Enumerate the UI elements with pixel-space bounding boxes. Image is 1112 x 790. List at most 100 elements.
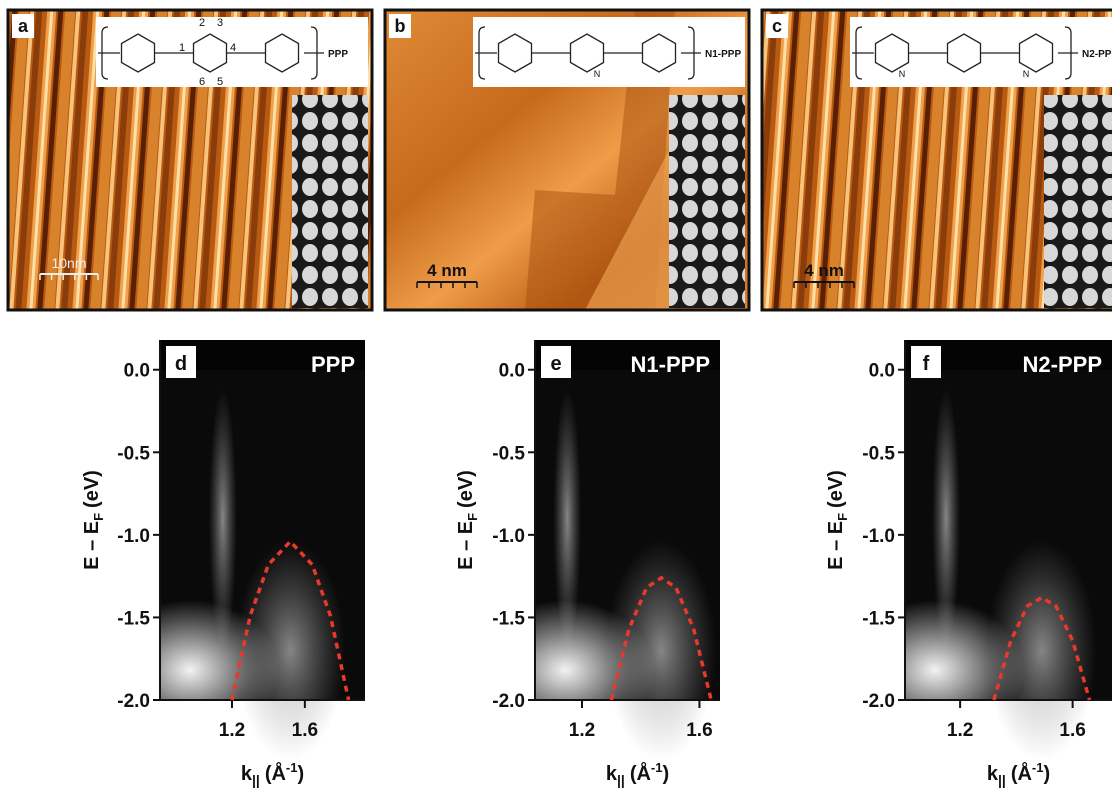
atom-number: 2	[199, 17, 205, 29]
x-label-unit: (Å	[630, 761, 651, 785]
panel-title: PPP	[311, 352, 355, 377]
ring	[120, 33, 156, 73]
x-tick-label: 1.6	[292, 720, 318, 741]
panel-label: c	[772, 16, 782, 36]
arpes-panel: 0.0 -0.5 -1.0 -1.5 -2.0 1.2 1.6 k|| (Å-1) E – EF (…	[81, 340, 365, 788]
panel-label-box	[389, 14, 411, 38]
x-axis-label: k|| (Å-1)	[241, 760, 304, 788]
ring	[874, 33, 910, 73]
intensity	[932, 388, 961, 649]
ring	[946, 33, 982, 73]
intensity	[100, 600, 280, 740]
x-label-main: k	[241, 763, 253, 785]
x-axis-label: k|| (Å-1)	[606, 760, 669, 788]
stm-inset	[292, 95, 368, 308]
y-tick-label: -2.0	[117, 691, 150, 712]
x-label-sup: -1	[651, 760, 663, 775]
panel-border	[6, 8, 374, 312]
y-tick-label: 0.0	[124, 361, 150, 382]
panel-border	[383, 8, 751, 312]
intensity	[845, 600, 1025, 740]
ring	[1018, 33, 1054, 73]
intensity	[986, 540, 1097, 761]
ring	[264, 33, 300, 73]
y-label-main: E – E	[455, 521, 477, 570]
y-tick-label: -0.5	[862, 443, 895, 464]
ring	[641, 33, 677, 73]
panel-border	[760, 8, 1112, 312]
intensity	[553, 388, 582, 649]
x-tick-label: 1.6	[686, 720, 712, 741]
stm-inset	[1044, 95, 1112, 308]
x-label-unit: (Å	[265, 761, 286, 785]
panel-title: N1-PPP	[631, 352, 710, 377]
nitrogen-atom: N	[594, 69, 601, 79]
y-label-unit: (eV)	[825, 470, 847, 508]
scale-label: 4 nm	[427, 261, 467, 280]
stm-panel: N1-PPP Nb 4 nm	[383, 8, 751, 312]
ring	[497, 33, 533, 73]
panel-label-box	[766, 14, 788, 38]
x-label-unit: (Å	[1011, 761, 1032, 785]
atom-number: 4	[230, 42, 236, 54]
x-label-sub: ||	[998, 772, 1006, 788]
intensity	[606, 540, 717, 761]
stm-panel: N2-PPP N Nc 4 nm	[760, 8, 1112, 312]
y-tick-label: -1.0	[117, 526, 150, 547]
x-label-main: k	[606, 763, 618, 785]
stm-inset	[669, 95, 745, 308]
y-axis-label: E – EF (eV)	[81, 470, 106, 570]
y-tick-label: 0.0	[869, 361, 895, 382]
y-tick-label: -1.0	[862, 526, 895, 547]
panel-label-box	[12, 14, 34, 38]
panel-label: a	[18, 16, 29, 36]
y-label-main: E – E	[81, 521, 103, 570]
panel-label: f	[923, 353, 930, 375]
panel-label-box	[541, 346, 571, 378]
x-tick-label: 1.6	[1059, 720, 1085, 741]
y-label-sub: F	[465, 513, 480, 521]
x-label-sup: -1	[286, 760, 298, 775]
x-tick-label: 1.2	[569, 720, 595, 741]
scale-label: 4 nm	[804, 261, 844, 280]
y-label-sub: F	[835, 513, 850, 521]
intensity	[235, 540, 346, 761]
y-label-sub: F	[91, 513, 106, 521]
y-label-unit: (eV)	[455, 470, 477, 508]
y-tick-label: -1.0	[492, 526, 525, 547]
y-axis-label: E – EF (eV)	[455, 470, 480, 570]
y-tick-label: -0.5	[117, 443, 150, 464]
ring	[192, 33, 228, 73]
molecule-box	[473, 17, 745, 87]
fit-curve	[230, 539, 351, 701]
atom-number: 5	[217, 76, 223, 88]
x-label-close: )	[297, 763, 304, 785]
panel-label: b	[395, 16, 406, 36]
scale-label: 10nm	[51, 255, 86, 271]
molecule-box	[96, 17, 368, 87]
nitrogen-atom: N	[899, 69, 906, 79]
x-label-close: )	[1043, 763, 1050, 785]
y-tick-label: -1.5	[117, 608, 150, 629]
fit-curve	[609, 576, 713, 701]
x-label-main: k	[987, 763, 999, 785]
y-label-main: E – E	[825, 521, 847, 570]
atom-number: 1	[179, 42, 185, 54]
panel-label-box	[166, 346, 196, 378]
molecule-name: N1-PPP	[705, 49, 741, 60]
x-tick-label: 1.2	[947, 720, 973, 741]
atom-number: 3	[217, 17, 223, 29]
panel-title: N2-PPP	[1023, 352, 1102, 377]
stm-panel: PPP 2 3 1 4 6 5 a 10nm	[6, 8, 374, 312]
y-tick-label: -1.5	[492, 608, 525, 629]
x-label-close: )	[662, 763, 669, 785]
arpes-panel: 0.0 -0.5 -1.0 -1.5 -2.0 1.2 1.6 k|| (Å-1) E – EF (…	[455, 340, 720, 788]
x-label-sup: -1	[1032, 760, 1044, 775]
y-tick-label: -0.5	[492, 443, 525, 464]
x-axis-label: k|| (Å-1)	[987, 760, 1050, 788]
panel-label: e	[550, 353, 561, 375]
panel-label-box	[911, 346, 941, 378]
y-tick-label: -1.5	[862, 608, 895, 629]
